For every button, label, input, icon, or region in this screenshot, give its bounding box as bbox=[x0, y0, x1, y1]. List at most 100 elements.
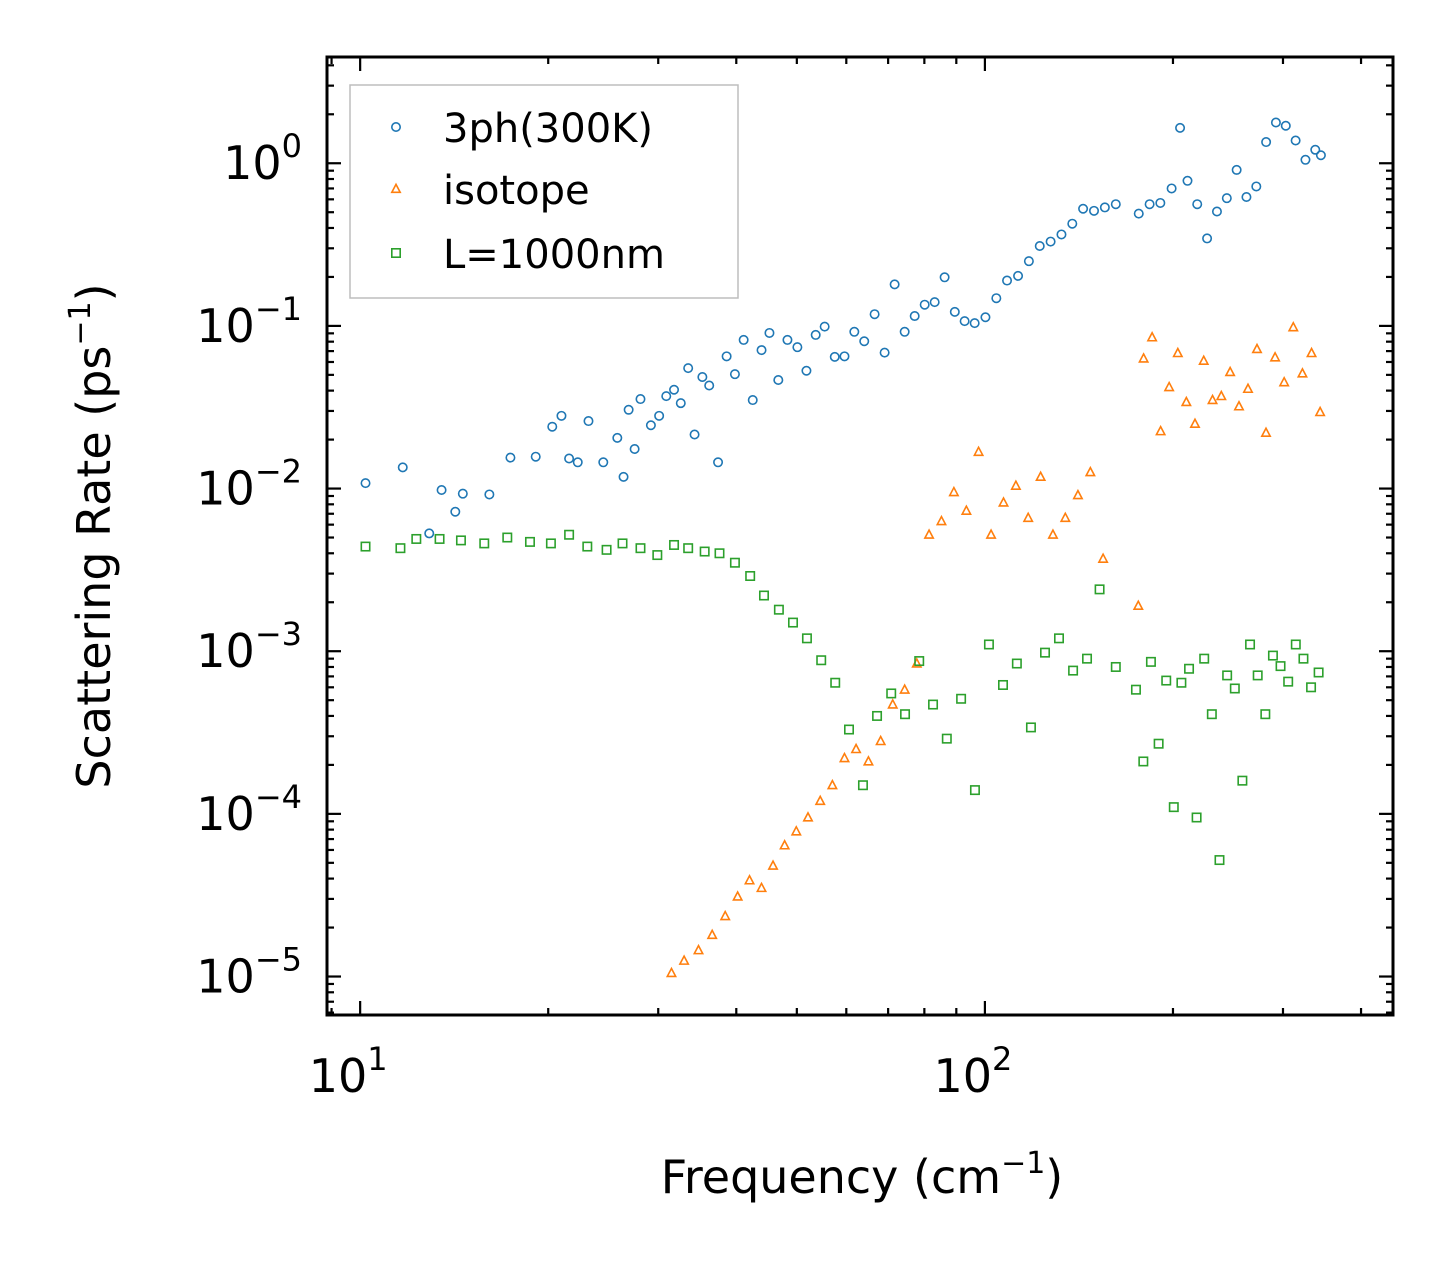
y-axis-label-sup: −1 bbox=[63, 301, 98, 345]
data-point-square bbox=[1313, 667, 1324, 678]
data-point-circle bbox=[1056, 229, 1067, 240]
data-point-triangle bbox=[790, 825, 802, 836]
data-point-square bbox=[699, 546, 710, 557]
legend-marker-square bbox=[390, 248, 401, 259]
data-point-square bbox=[601, 544, 612, 555]
y-tick-label-exp: −3 bbox=[255, 615, 302, 653]
data-point-circle bbox=[1310, 144, 1321, 155]
y-tick-label: 10−4 bbox=[196, 778, 302, 841]
data-point-square bbox=[1153, 738, 1164, 749]
data-point-square bbox=[1094, 584, 1105, 595]
data-point-circle bbox=[756, 345, 767, 356]
data-point-triangle bbox=[985, 528, 997, 539]
data-point-circle bbox=[1023, 256, 1034, 267]
data-point-triangle bbox=[875, 734, 887, 746]
y-tick-label-base: 10 bbox=[196, 950, 255, 1004]
data-point-square bbox=[1168, 802, 1179, 813]
y-tick-label: 100 bbox=[223, 127, 302, 190]
data-point-triangle bbox=[948, 485, 960, 497]
y-tick-label-base: 10 bbox=[223, 136, 282, 190]
data-point-circle bbox=[457, 488, 468, 499]
data-point-circle bbox=[1182, 175, 1193, 186]
data-point-square bbox=[788, 617, 799, 628]
data-point-circle bbox=[764, 327, 775, 338]
legend-label-isotope: isotope bbox=[443, 168, 590, 214]
data-point-triangle bbox=[767, 859, 779, 870]
data-point-circle bbox=[704, 380, 715, 391]
data-point-triangle bbox=[1260, 426, 1272, 438]
data-point-triangle bbox=[997, 496, 1010, 507]
data-point-triangle bbox=[1287, 320, 1299, 332]
data-point-square bbox=[1206, 709, 1217, 720]
data-point-triangle bbox=[1097, 552, 1109, 563]
data-point-circle bbox=[1270, 117, 1281, 128]
data-point-circle bbox=[773, 374, 784, 385]
data-point-triangle bbox=[1215, 389, 1227, 401]
data-point-square bbox=[830, 677, 841, 688]
data-point-square bbox=[801, 633, 812, 644]
data-point-triangle bbox=[1010, 479, 1022, 490]
data-point-triangle bbox=[756, 881, 768, 893]
y-tick-label-exp: −5 bbox=[255, 941, 302, 979]
y-axis-label-base: Scattering Rate (ps bbox=[67, 346, 121, 789]
data-point-square bbox=[479, 538, 490, 549]
data-point-circle bbox=[747, 395, 758, 406]
data-point-triangle bbox=[1233, 400, 1245, 411]
data-point-square bbox=[1199, 653, 1210, 664]
data-point-circle bbox=[450, 506, 461, 517]
data-point-triangle bbox=[1132, 599, 1144, 611]
data-point-square bbox=[1138, 756, 1149, 767]
data-point-triangle bbox=[1278, 375, 1290, 387]
data-point-circle bbox=[713, 457, 724, 468]
data-point-circle bbox=[629, 444, 640, 455]
data-point-circle bbox=[1241, 192, 1252, 203]
y-tick-label-exp: −2 bbox=[255, 453, 302, 491]
data-point-circle bbox=[583, 416, 594, 427]
y-axis-label: Scattering Rate (ps−1) bbox=[63, 283, 121, 788]
data-point-triangle bbox=[826, 778, 838, 790]
data-point-square bbox=[635, 543, 646, 554]
data-point-triangle bbox=[1306, 346, 1318, 358]
data-point-square bbox=[1130, 684, 1141, 695]
data-point-circle bbox=[661, 391, 672, 402]
data-point-square bbox=[1191, 812, 1202, 823]
data-point-circle bbox=[849, 326, 860, 337]
legend-marker-triangle bbox=[390, 182, 402, 194]
data-point-triangle bbox=[1146, 331, 1158, 342]
data-point-square bbox=[773, 604, 784, 615]
data-point-triangle bbox=[887, 698, 899, 709]
data-point-square bbox=[816, 655, 827, 666]
data-point-triangle bbox=[1242, 382, 1254, 394]
data-point-circle bbox=[436, 484, 447, 495]
y-tick-label: 10−2 bbox=[196, 453, 302, 516]
data-point-square bbox=[758, 590, 769, 601]
data-point-circle bbox=[1099, 202, 1110, 213]
data-point-square bbox=[1068, 665, 1079, 676]
data-point-circle bbox=[899, 326, 910, 337]
data-point-circle bbox=[1221, 193, 1232, 204]
data-point-square bbox=[1245, 639, 1256, 650]
data-point-triangle bbox=[1189, 417, 1201, 428]
data-point-circle bbox=[1045, 236, 1056, 247]
data-point-square bbox=[745, 571, 756, 582]
x-tick-label: 102 bbox=[933, 1040, 1012, 1103]
data-point-circle bbox=[572, 457, 583, 468]
data-point-square bbox=[669, 539, 680, 550]
data-point-circle bbox=[1013, 270, 1024, 281]
data-point-circle bbox=[909, 311, 920, 322]
data-point-square bbox=[1176, 677, 1187, 688]
series-0 bbox=[360, 117, 1326, 539]
data-point-square bbox=[983, 639, 994, 650]
data-point-circle bbox=[564, 453, 575, 464]
data-point-circle bbox=[635, 394, 646, 405]
data-point-triangle bbox=[838, 751, 851, 763]
legend-marker-circle bbox=[390, 122, 401, 133]
data-point-square bbox=[1214, 855, 1225, 866]
x-tick-label-exp: 1 bbox=[367, 1040, 387, 1078]
y-tick-label: 10−5 bbox=[196, 941, 302, 1004]
data-point-square bbox=[395, 543, 406, 554]
data-point-triangle bbox=[923, 528, 935, 539]
data-point-triangle bbox=[814, 794, 826, 806]
data-point-triangle bbox=[1047, 528, 1059, 539]
